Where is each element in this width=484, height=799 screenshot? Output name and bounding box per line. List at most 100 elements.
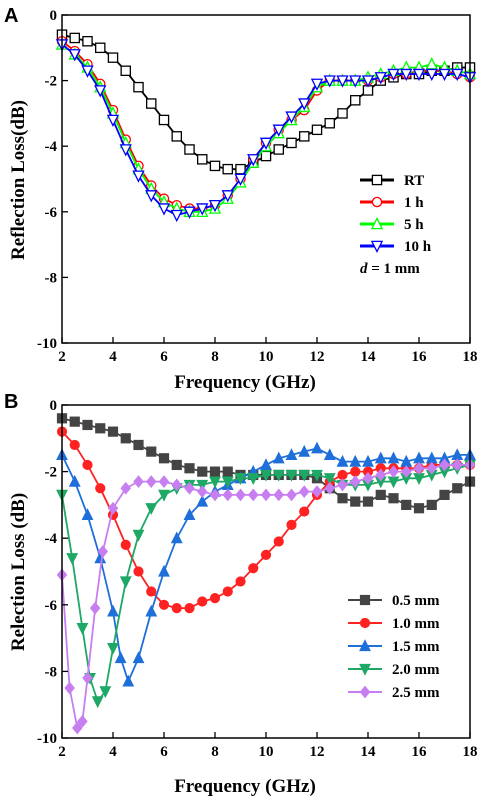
series-4-point [426, 461, 437, 475]
series-4-point [273, 488, 284, 502]
series-3-point [81, 65, 94, 78]
series-0-point [95, 423, 106, 434]
y-tick-label: 0 [50, 8, 58, 24]
series-4-point [64, 681, 75, 695]
series-3-point [387, 68, 400, 82]
legend-label-4: 2.5 mm [392, 685, 440, 701]
legend-note: d = 1 mm [360, 261, 420, 277]
series-0-point [82, 35, 93, 47]
series-4-point [89, 601, 101, 615]
series-0-point [401, 499, 412, 510]
series-3-point [451, 68, 464, 82]
x-tick-label: 6 [160, 744, 168, 760]
series-2-point [158, 564, 170, 577]
series-3-point [336, 75, 349, 88]
x-tick-label: 4 [109, 744, 117, 760]
series-3-point [425, 68, 438, 82]
series-4-point [337, 478, 348, 492]
series-4-point [222, 488, 233, 502]
y-tick-label: -8 [45, 270, 58, 286]
series-3-point [94, 85, 107, 98]
x-tick-label: 2 [58, 744, 66, 760]
y-tick-label: -6 [45, 205, 58, 221]
y-tick-label: -6 [45, 598, 58, 614]
series-3-point [374, 72, 387, 85]
series-3-point [298, 98, 311, 111]
series-0-point [69, 32, 81, 44]
x-tick-label: 12 [310, 349, 325, 365]
series-3-point [157, 203, 171, 216]
series-2-point [81, 508, 94, 520]
series-0-point [426, 499, 437, 510]
series-3-point [145, 190, 158, 203]
series-0-point [120, 65, 132, 77]
series-3-point [68, 49, 81, 62]
series-2-point [132, 651, 145, 664]
series-1-point [120, 539, 131, 550]
y-tick-label: -2 [45, 74, 58, 90]
series-3-point [107, 642, 119, 655]
series-2-point [196, 494, 209, 507]
series-0-point [95, 42, 106, 54]
series-4-point [439, 458, 450, 472]
series-2-point [349, 454, 362, 467]
series-4-point [171, 478, 182, 492]
series-1-point [146, 586, 157, 597]
series-2-point [114, 651, 127, 664]
series-4-point [401, 465, 412, 478]
series-0-point [337, 493, 348, 504]
series-2-point [323, 448, 336, 461]
series-3-point [208, 199, 222, 213]
series-0-point [222, 466, 233, 477]
legend-swatch-marker-3 [370, 240, 384, 254]
series-1-point [95, 483, 106, 494]
series-1-point [158, 599, 170, 610]
series-3-point [91, 696, 104, 709]
series-3-point [400, 68, 413, 82]
series-3-point [323, 75, 336, 88]
series-3-point [221, 476, 234, 489]
panel-b-x-axis-title: Frequency (GHz) [174, 776, 316, 797]
series-0-point [349, 95, 361, 106]
series-2-point [183, 508, 196, 520]
series-0-point [273, 144, 284, 155]
series-4-point [375, 468, 386, 482]
series-3-point [234, 173, 247, 187]
series-2-point [170, 531, 183, 544]
x-tick-label: 16 [412, 349, 428, 365]
panel-label-b: B [4, 391, 18, 413]
series-0-point [311, 124, 323, 136]
panel-a-plot-layer: 2 4 6 8 10 12 14 16 18 -10 -8 -6 -4 -2 0 [37, 8, 478, 365]
panel-b: B 2 4 6 8 10 12 14 16 18 -10 -8 -6 -4 -2 0 Frequency (… [4, 391, 478, 797]
x-tick-label: 14 [361, 744, 377, 760]
series-2-point [272, 451, 285, 464]
y-tick-label: 0 [50, 398, 58, 414]
series-0-point [209, 466, 221, 477]
series-3-point [209, 476, 221, 489]
series-4-point [72, 721, 83, 735]
series-3-point [438, 68, 451, 82]
series-1-point [209, 593, 221, 604]
series-2-point [374, 451, 387, 464]
series-1-point [248, 563, 259, 574]
series-3-point [119, 576, 132, 589]
series-4-point [77, 714, 88, 728]
x-tick-label: 12 [310, 744, 325, 760]
series-0-point [196, 154, 208, 165]
series-0-point [350, 496, 361, 507]
series-4-point [388, 465, 399, 478]
series-4-point [120, 481, 131, 495]
series-3-point [247, 473, 260, 485]
series-1-point [273, 536, 284, 547]
series-0-point [337, 108, 348, 119]
series-2-point [122, 674, 135, 687]
series-2-point [68, 474, 81, 487]
x-tick-label: 8 [211, 744, 219, 760]
x-tick-label: 4 [109, 349, 117, 365]
series-0-point [133, 81, 144, 93]
series-3-point [272, 469, 285, 482]
series-3-point [310, 78, 324, 91]
x-tick-label: 18 [463, 349, 478, 365]
series-0-point [107, 52, 119, 63]
